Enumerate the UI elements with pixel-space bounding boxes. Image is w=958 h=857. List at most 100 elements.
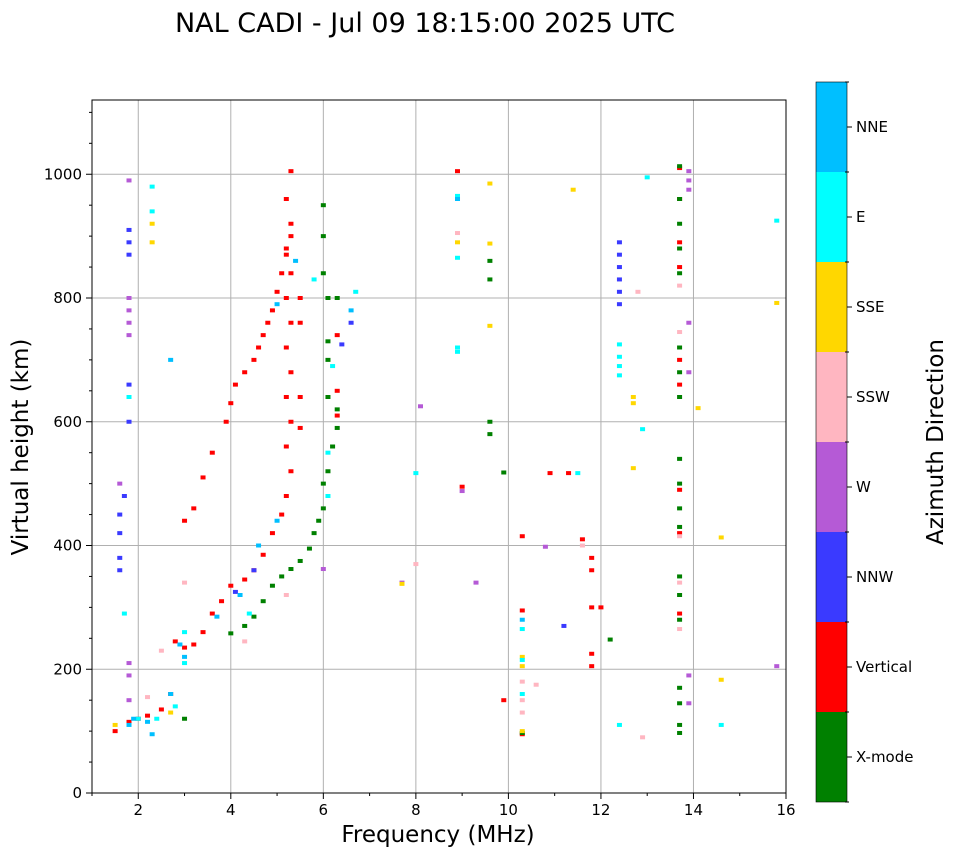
echo-point-vertical [200, 630, 206, 635]
echo-point-vertical [242, 370, 248, 375]
colorbar: X-mode Vertical NNW W SSW SSE E NNE [815, 81, 913, 803]
echo-point-e [126, 395, 132, 399]
echo-point-vertical [297, 296, 303, 300]
echo-point-ssw [413, 562, 419, 567]
data-points [112, 164, 780, 740]
echo-point-ssw [635, 289, 641, 294]
echo-point-vertical [269, 308, 275, 313]
echo-point-x-mode [677, 481, 683, 486]
echo-point-nne [131, 716, 137, 721]
echo-point-sse [487, 323, 493, 328]
plot-frame [91, 99, 787, 794]
echo-point-e [616, 364, 622, 369]
y-tick-label: 800 [53, 289, 82, 307]
echo-point-e [616, 354, 622, 359]
echo-point-vertical [288, 234, 294, 239]
echo-point-vertical [579, 537, 585, 542]
echo-point-x-mode [182, 716, 188, 721]
echo-point-vertical [589, 664, 595, 669]
echo-point-vertical [283, 197, 289, 201]
echo-point-vertical [297, 320, 303, 325]
echo-point-x-mode [320, 481, 326, 486]
x-tick-label: 10 [499, 801, 518, 819]
x-tick-label: 12 [591, 801, 610, 819]
echo-point-ssw [519, 679, 525, 684]
echo-point-w [686, 320, 692, 325]
echo-point-x-mode [487, 277, 493, 282]
echo-point-nnw [339, 342, 345, 347]
echo-point-vertical [519, 608, 525, 613]
echo-point-vertical [182, 645, 188, 650]
echo-point-x-mode [677, 395, 683, 399]
echo-point-e [246, 611, 252, 616]
echo-point-ssw [283, 593, 289, 597]
echo-point-sse [519, 664, 525, 669]
echo-point-w [126, 296, 132, 300]
echo-point-x-mode [325, 296, 331, 300]
echo-point-x-mode [325, 357, 331, 362]
echo-point-x-mode [297, 558, 303, 563]
echo-point-vertical [283, 296, 289, 300]
echo-point-sse [519, 729, 525, 734]
echo-point-nne [519, 617, 525, 622]
echo-point-nnw [616, 240, 622, 245]
echo-point-w [117, 481, 123, 486]
echo-point-nnw [616, 252, 622, 257]
echo-point-vertical [589, 555, 595, 560]
echo-point-nne [455, 197, 461, 201]
colorbar-segment [816, 172, 847, 262]
echo-point-nnw [121, 494, 127, 498]
echo-point-e [575, 471, 581, 476]
echo-point-vertical [200, 475, 206, 480]
echo-point-nnw [117, 555, 123, 560]
echo-point-vertical [288, 320, 294, 325]
echo-point-ssw [677, 534, 683, 539]
echo-point-nnw [616, 302, 622, 307]
echo-point-vertical [288, 169, 294, 174]
echo-point-x-mode [677, 221, 683, 226]
echo-point-e [135, 716, 141, 721]
echo-point-x-mode [487, 419, 493, 424]
echo-point-x-mode [311, 531, 317, 536]
echo-point-vertical [288, 271, 294, 276]
x-axis-ticks: 2 4 6 8 10 12 14 16 [91, 793, 796, 819]
echo-point-nnw [616, 289, 622, 294]
echo-point-sse [455, 240, 461, 245]
echo-point-vertical [283, 252, 289, 257]
echo-point-e [413, 471, 419, 476]
echo-point-ssw [145, 695, 151, 700]
y-axis-label: Virtual height (km) [8, 339, 34, 556]
echo-point-vertical [274, 289, 280, 294]
echo-point-e [311, 277, 317, 282]
echo-point-vertical [283, 444, 289, 449]
y-axis-ticks: 0 200 400 600 800 1000 [44, 111, 92, 802]
echo-point-vertical [677, 265, 683, 270]
echo-point-ssw [533, 682, 539, 687]
echo-point-nne [168, 357, 174, 362]
echo-point-sse [570, 187, 576, 192]
echo-point-ssw [640, 735, 646, 740]
echo-point-e [325, 494, 331, 498]
colorbar-segment [816, 352, 847, 442]
echo-point-vertical [288, 221, 294, 226]
echo-point-ssw [677, 330, 683, 335]
echo-point-vertical [501, 698, 507, 703]
echo-point-vertical [283, 395, 289, 399]
echo-point-nne [256, 543, 262, 548]
echo-point-x-mode [677, 370, 683, 375]
echo-point-vertical [112, 729, 118, 734]
echo-point-nnw [616, 265, 622, 270]
echo-point-vertical [677, 357, 683, 362]
echo-point-sse [630, 395, 636, 399]
echo-point-w [126, 333, 132, 338]
colorbar-tick-label: X-mode [856, 748, 913, 766]
echo-point-ssw [182, 580, 188, 585]
echo-point-ssw [242, 639, 248, 644]
echo-point-nnw [117, 531, 123, 536]
echo-point-x-mode [288, 567, 294, 572]
echo-point-vertical [145, 713, 151, 718]
echo-point-w [459, 489, 465, 494]
echo-point-vertical [209, 450, 215, 455]
echo-point-vertical [283, 345, 289, 350]
echo-point-sse [630, 466, 636, 471]
